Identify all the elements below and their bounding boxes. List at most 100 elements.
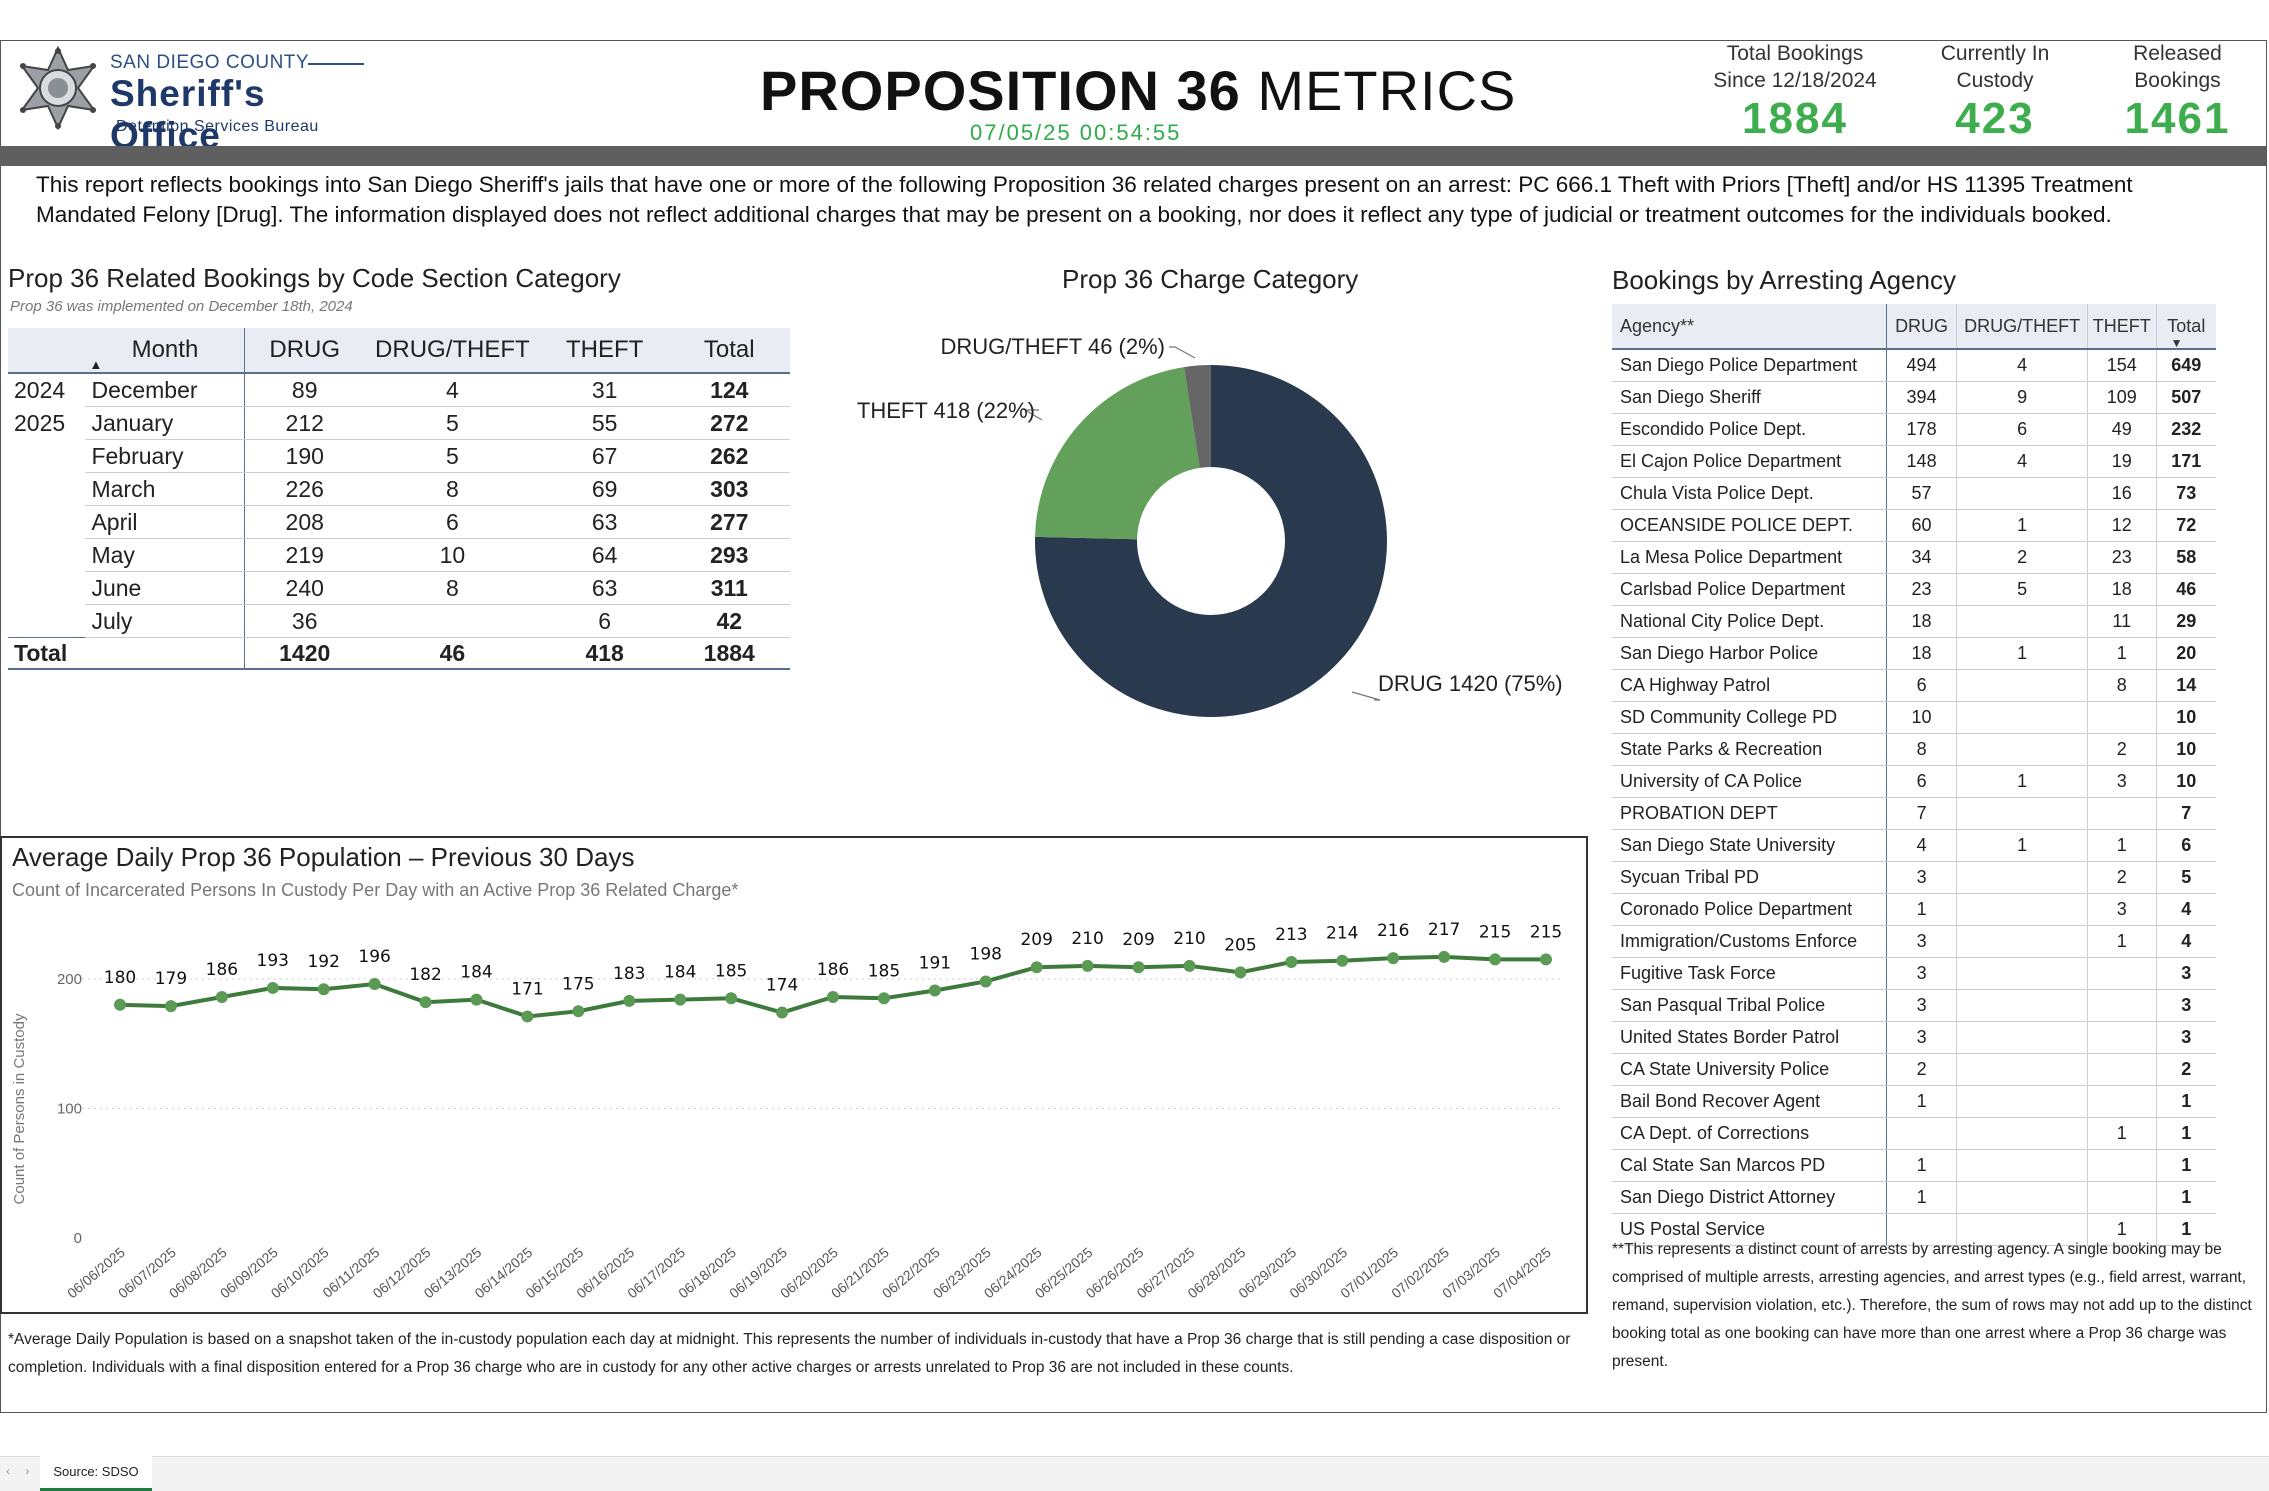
data-point[interactable]: [928, 984, 941, 997]
donut-label: DRUG 1420 (75%): [1378, 671, 1563, 696]
data-point[interactable]: [1489, 953, 1502, 966]
agency-drug-cell: 3: [1885, 1021, 1957, 1054]
agency-row: San Diego Police Department 494 4 154 649: [1612, 349, 2216, 382]
drug-cell: 226: [244, 472, 364, 506]
agency-row: CA State University Police 2 2: [1612, 1053, 2216, 1086]
agency-row: PROBATION DEPT 7 7: [1612, 797, 2216, 830]
agency-row: El Cajon Police Department 148 4 19 171: [1612, 445, 2216, 478]
drugtheft-header[interactable]: DRUG/THEFT: [364, 328, 541, 374]
line-chart-subtitle: Count of Incarcerated Persons In Custody…: [12, 880, 739, 900]
y-tick-label: 0: [74, 1230, 82, 1247]
agency-table: Agency** DRUG DRUG/THEFT THEFT Total ▼ S…: [1612, 304, 2216, 1246]
data-point[interactable]: [1183, 959, 1196, 972]
data-point[interactable]: [1030, 961, 1043, 974]
sheet-nav-arrows[interactable]: ‹ ›: [6, 1464, 36, 1478]
data-label: 186: [817, 960, 849, 980]
data-point[interactable]: [725, 992, 738, 1005]
data-point[interactable]: [877, 992, 890, 1005]
agency-drug-cell: 10: [1885, 701, 1957, 734]
month-header[interactable]: Month ▲: [85, 328, 245, 374]
data-point[interactable]: [368, 978, 381, 991]
data-point[interactable]: [1387, 952, 1400, 965]
data-point[interactable]: [1132, 961, 1145, 974]
data-label: 174: [766, 976, 798, 996]
total-cell: 303: [668, 472, 790, 506]
drugtheft-cell: 4: [364, 373, 541, 407]
donut-slice-drug-theft[interactable]: [1184, 365, 1211, 468]
theft-header[interactable]: THEFT: [540, 328, 669, 374]
agency-drugtheft-cell: 1: [1956, 829, 2088, 862]
data-point[interactable]: [114, 998, 126, 1011]
line-chart: 0 100 200 Count of Persons in Custody 180 179…: [11, 920, 1562, 1302]
agency-drug-cell: 148: [1885, 445, 1957, 478]
agency-total-cell: 14: [2155, 669, 2216, 702]
drug-header[interactable]: DRUG: [244, 328, 364, 374]
total-cell: 272: [668, 406, 790, 440]
data-point[interactable]: [979, 975, 992, 988]
sheriff-logo: SAN DIEGO COUNTY Sheriff's Office Detent…: [16, 46, 376, 156]
data-point[interactable]: [317, 983, 330, 996]
data-point[interactable]: [1081, 959, 1094, 972]
drug-cell: 240: [244, 571, 364, 605]
data-label: 185: [868, 961, 900, 981]
agency-total-cell: 58: [2155, 541, 2216, 574]
data-point[interactable]: [164, 1000, 177, 1013]
agency-row: SD Community College PD 10 10: [1612, 701, 2216, 734]
total-header[interactable]: Total: [668, 328, 790, 374]
agency-theft-cell: [2086, 1053, 2157, 1086]
data-point[interactable]: [572, 1005, 585, 1018]
data-point[interactable]: [827, 991, 839, 1004]
agency-theft-cell: [2086, 797, 2157, 830]
agency-theft-header[interactable]: THEFT: [2086, 304, 2157, 350]
donut-title: Prop 36 Charge Category: [1062, 264, 1359, 294]
data-point[interactable]: [1285, 956, 1298, 969]
sort-descending-icon[interactable]: ▼: [2170, 336, 2183, 350]
agency-row: Sycuan Tribal PD 3 2 5: [1612, 861, 2216, 894]
kpi-in-custody: Currently In Custody 423: [1900, 40, 2090, 144]
data-point[interactable]: [266, 981, 279, 994]
sheriff-star-icon: [19, 46, 97, 130]
data-label: 171: [511, 979, 543, 999]
data-point[interactable]: [1336, 954, 1349, 967]
month-cell: January: [85, 406, 245, 440]
agency-name-cell: Coronado Police Department: [1612, 893, 1887, 926]
y-tick-label: 100: [57, 1100, 82, 1117]
kpi-released: Released Bookings 1461: [2090, 40, 2265, 144]
sort-ascending-icon[interactable]: ▲: [89, 357, 103, 372]
agency-theft-cell: 3: [2086, 893, 2157, 926]
theft-cell: 55: [540, 406, 669, 440]
data-point[interactable]: [776, 1006, 789, 1019]
donut-slice-theft[interactable]: [1035, 367, 1200, 540]
data-point[interactable]: [1234, 966, 1247, 979]
agency-table-title: Bookings by Arresting Agency: [1612, 265, 1956, 295]
agency-total-cell: 3: [2155, 957, 2216, 990]
agency-drug-cell: 3: [1885, 861, 1957, 894]
agency-drugtheft-cell: 1: [1956, 509, 2088, 542]
table-row: June 240 8 63 311: [8, 571, 790, 605]
agency-header[interactable]: Agency**: [1612, 304, 1887, 350]
agency-theft-cell: 154: [2086, 349, 2157, 382]
agency-drug-cell: 18: [1885, 637, 1957, 670]
donut-slice-drug[interactable]: [1035, 365, 1387, 717]
data-point[interactable]: [215, 991, 228, 1004]
data-point[interactable]: [419, 996, 432, 1009]
sheet-tab-source[interactable]: Source: SDSO: [40, 1456, 152, 1491]
total-cell: 262: [668, 439, 790, 473]
agency-name-cell: PROBATION DEPT: [1612, 797, 1887, 830]
data-point[interactable]: [1540, 953, 1552, 966]
agency-theft-cell: [2086, 701, 2157, 734]
data-point[interactable]: [674, 993, 687, 1006]
agency-total-header[interactable]: Total ▼: [2155, 304, 2216, 350]
data-point[interactable]: [1438, 950, 1451, 963]
agency-name-cell: San Diego District Attorney: [1612, 1181, 1887, 1214]
y-tick-label: 200: [57, 971, 82, 988]
data-point[interactable]: [470, 993, 483, 1006]
agency-drug-header[interactable]: DRUG: [1885, 304, 1957, 350]
agency-total-cell: 10: [2155, 765, 2216, 798]
data-point[interactable]: [521, 1010, 534, 1023]
agency-drugtheft-header[interactable]: DRUG/THEFT: [1956, 304, 2088, 350]
agency-theft-cell: 1: [2086, 925, 2157, 958]
agency-row: Fugitive Task Force 3 3: [1612, 957, 2216, 990]
data-point[interactable]: [623, 994, 636, 1007]
agency-theft-cell: 49: [2086, 413, 2157, 446]
